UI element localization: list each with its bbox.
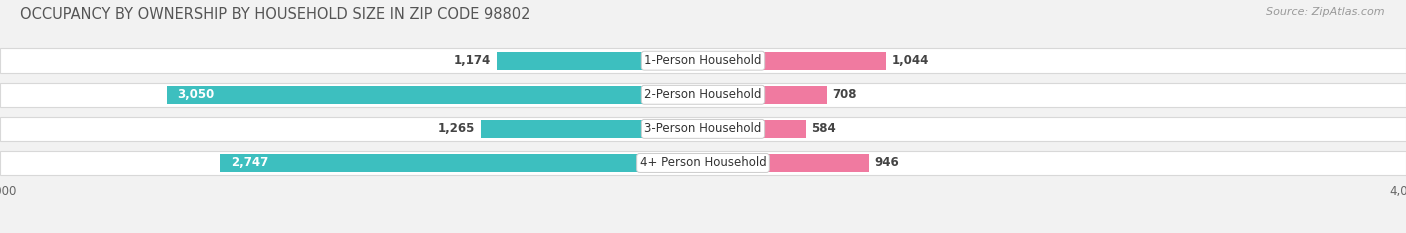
Text: 4+ Person Household: 4+ Person Household — [640, 157, 766, 169]
Text: 3-Person Household: 3-Person Household — [644, 122, 762, 135]
Bar — [703, 52, 886, 70]
Text: 1,265: 1,265 — [439, 122, 475, 135]
Bar — [496, 52, 703, 70]
Text: 584: 584 — [811, 122, 835, 135]
Text: 3,050: 3,050 — [177, 88, 215, 101]
Bar — [167, 86, 703, 104]
Bar — [221, 154, 703, 172]
Bar — [0, 48, 1406, 73]
Bar — [703, 86, 827, 104]
Bar — [481, 120, 703, 138]
Text: OCCUPANCY BY OWNERSHIP BY HOUSEHOLD SIZE IN ZIP CODE 98802: OCCUPANCY BY OWNERSHIP BY HOUSEHOLD SIZE… — [20, 7, 530, 22]
Text: 1,174: 1,174 — [454, 54, 492, 67]
Bar — [0, 116, 1406, 141]
Bar — [0, 82, 1406, 107]
Text: Source: ZipAtlas.com: Source: ZipAtlas.com — [1267, 7, 1385, 17]
Text: 2,747: 2,747 — [231, 157, 269, 169]
Text: 2-Person Household: 2-Person Household — [644, 88, 762, 101]
Bar — [0, 151, 1406, 175]
Bar — [703, 120, 806, 138]
Text: 1,044: 1,044 — [891, 54, 929, 67]
Text: 708: 708 — [832, 88, 858, 101]
Text: 1-Person Household: 1-Person Household — [644, 54, 762, 67]
Bar — [703, 154, 869, 172]
Text: 946: 946 — [875, 157, 900, 169]
